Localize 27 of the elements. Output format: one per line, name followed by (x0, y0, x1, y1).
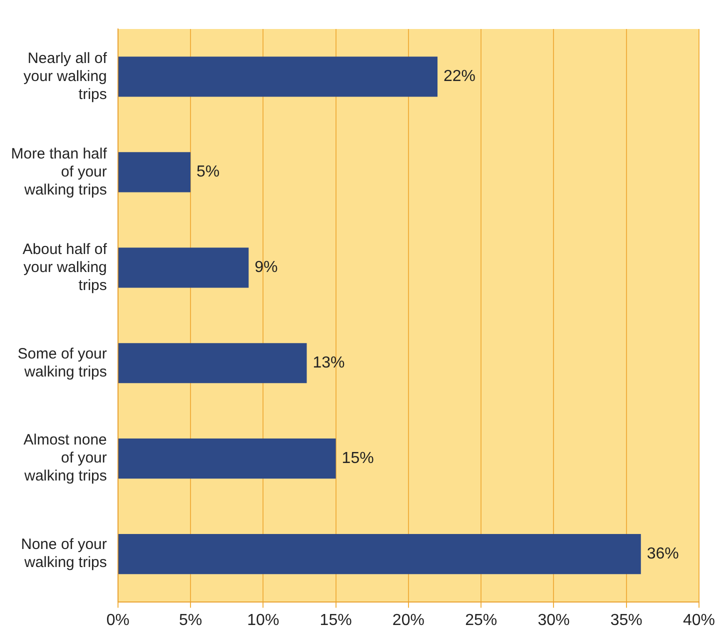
bar (118, 438, 336, 479)
y-tick-label: About half of your walking trips (22, 240, 108, 294)
bar (118, 56, 438, 97)
x-tick-label: 0% (106, 612, 130, 629)
x-tick-label: 15% (320, 612, 352, 629)
y-tick-label: None of your walking trips (21, 536, 107, 572)
data-label: 9% (254, 259, 278, 276)
y-tick-label: More than half of your walking trips (11, 145, 108, 198)
bar (118, 152, 191, 192)
bar (118, 343, 307, 384)
y-tick-label: Some of your walking trips (18, 345, 107, 380)
y-tick-label: Nearly all of your walking trips (24, 50, 108, 103)
x-tick-label: 10% (247, 612, 280, 629)
bar (118, 248, 249, 288)
x-tick-label: 35% (610, 612, 642, 629)
x-tick-label: 25% (465, 612, 498, 629)
data-label: 13% (312, 354, 345, 372)
x-tick-label: 5% (178, 612, 202, 629)
x-tick-label: 20% (392, 612, 424, 629)
data-label: 5% (196, 164, 220, 181)
data-label: 36% (646, 545, 679, 562)
y-tick-label: Almost none of your walking trips (23, 432, 107, 485)
bar (118, 534, 641, 574)
x-tick-label: 40% (682, 612, 716, 629)
data-label: 15% (342, 450, 374, 468)
x-tick-label: 30% (538, 612, 570, 629)
data-label: 22% (444, 68, 476, 86)
